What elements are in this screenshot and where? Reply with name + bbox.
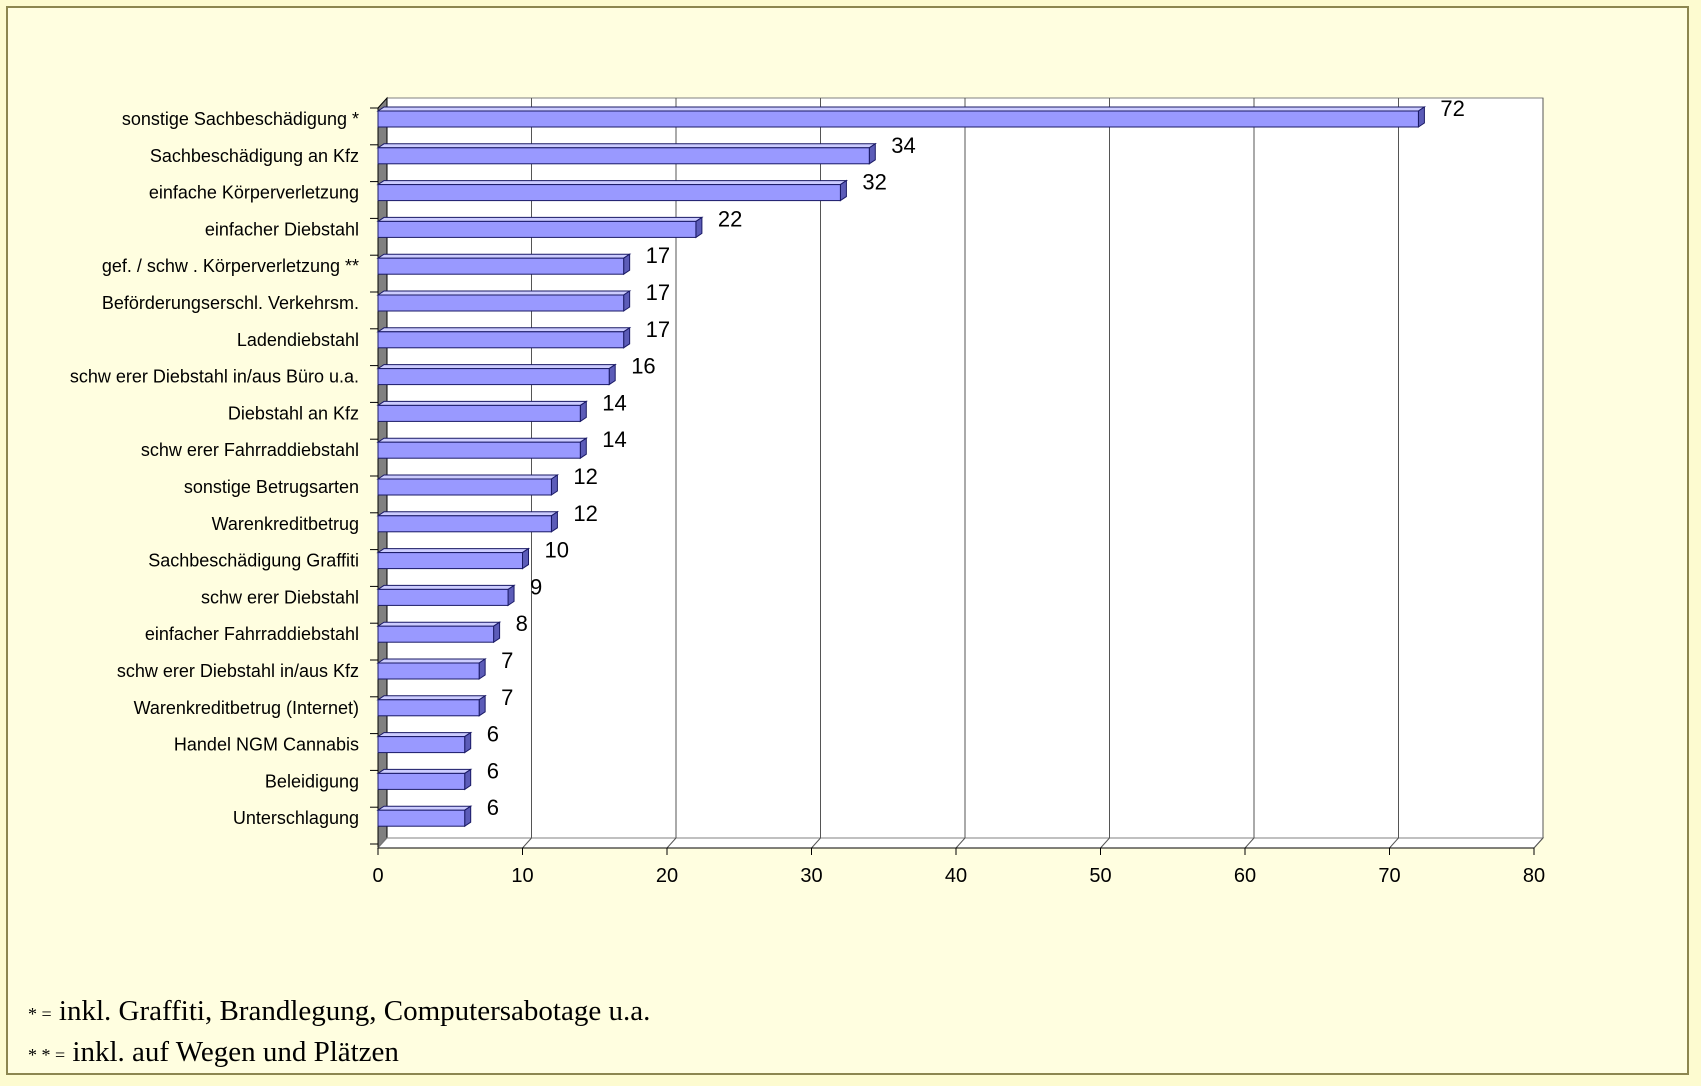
x-tick-label: 10 [511, 865, 533, 887]
bar-value-label: 12 [573, 464, 597, 489]
category-label: schw erer Diebstahl in/aus Büro u.a. [70, 367, 359, 387]
floor-gridline [522, 837, 532, 849]
footnote-2-mark: * * = [28, 1045, 66, 1065]
bar-value-label: 7 [501, 648, 513, 673]
bar [376, 547, 531, 570]
bar [376, 290, 632, 312]
bar-value-label: 7 [501, 685, 513, 710]
bar-value-label: 22 [718, 206, 742, 231]
x-tick-label: 70 [1378, 865, 1400, 887]
bar [376, 474, 560, 496]
x-tick-label: 20 [656, 865, 678, 887]
bar-value-label: 17 [646, 243, 670, 268]
floor-gridline [955, 837, 966, 849]
bar-value-label: 14 [602, 390, 626, 415]
bar-value-label: 14 [602, 427, 626, 452]
bar [376, 768, 473, 791]
x-tick-label: 30 [800, 865, 822, 887]
footnote-2: * * = inkl. auf Wegen und Plätzen [28, 1033, 650, 1074]
bar-value-label: 9 [530, 574, 542, 599]
category-label: Sachbeschädigung Graffiti [148, 551, 359, 571]
category-label: schw erer Fahrraddiebstahl [141, 440, 359, 460]
category-label: sonstige Betrugsarten [184, 477, 359, 497]
category-label: Sachbeschädigung an Kfz [150, 146, 359, 166]
x-tick-label: 80 [1523, 865, 1545, 887]
bar-value-label: 34 [891, 133, 915, 158]
bar [376, 510, 560, 533]
x-tick-label: 60 [1234, 865, 1256, 887]
category-label: Unterschlagung [233, 808, 359, 828]
bar [376, 805, 473, 828]
bar-value-label: 12 [573, 501, 597, 526]
floor-gridline [1100, 837, 1110, 849]
bar-value-label: 6 [487, 795, 499, 820]
category-label: sonstige Sachbeschädigung * [122, 109, 359, 129]
category-label: einfacher Fahrraddiebstahl [145, 624, 359, 644]
category-label: Beleidigung [265, 771, 359, 791]
bar [376, 400, 588, 423]
bar [376, 142, 877, 165]
labels: 0 10 20 30 40 50 60 70 80 72 sonstige Sachbeschädi… [70, 96, 1545, 887]
bar-value-label: 6 [487, 722, 499, 747]
category-label: Beförderungserschl. Verkehrsm. [102, 293, 359, 313]
floor-gridline [1244, 837, 1255, 849]
footnote-1-text: inkl. Graffiti, Brandlegung, Computersab… [58, 995, 651, 1027]
bar [376, 731, 473, 754]
floor-gridline [666, 837, 677, 849]
bar [376, 694, 487, 717]
floor-gridline [811, 837, 821, 849]
bar [376, 216, 704, 239]
category-label: einfache Körperverletzung [149, 183, 359, 203]
bar [376, 253, 632, 276]
bar [376, 106, 1427, 128]
bar-value-label: 17 [646, 280, 670, 305]
category-label: Ladendiebstahl [237, 330, 359, 350]
x-tick-label: 0 [372, 865, 383, 887]
category-label: Handel NGM Cannabis [174, 735, 359, 755]
bars [376, 106, 1427, 828]
bar [376, 326, 632, 349]
category-label: schw erer Diebstahl [201, 587, 359, 607]
x-tick-label: 40 [945, 865, 967, 887]
footnote-1: * = inkl. Graffiti, Brandlegung, Compute… [28, 992, 650, 1033]
category-label: Warenkreditbetrug [212, 514, 359, 534]
axes [370, 107, 1535, 855]
bar [376, 437, 588, 460]
category-label: einfacher Diebstahl [205, 219, 359, 239]
bar-value-label: 72 [1440, 96, 1464, 121]
bar-value-label: 17 [646, 317, 670, 342]
category-label: gef. / schw . Körperverletzung ** [102, 256, 359, 276]
bar [376, 621, 502, 644]
bar [376, 363, 617, 386]
bar-value-label: 16 [631, 354, 655, 379]
category-label: Diebstahl an Kfz [228, 403, 359, 423]
category-label: schw erer Diebstahl in/aus Kfz [117, 661, 359, 681]
bar-value-label: 8 [516, 611, 528, 636]
gridlines [376, 96, 1545, 850]
floor-gridline [1389, 837, 1399, 849]
bar-value-label: 10 [545, 538, 569, 563]
footnotes: * = inkl. Graffiti, Brandlegung, Compute… [28, 992, 650, 1074]
bar [376, 179, 849, 202]
floor-gridline [1533, 837, 1544, 849]
x-tick-label: 50 [1089, 865, 1111, 887]
bar [376, 584, 516, 607]
footnote-1-mark: * = [28, 1004, 52, 1024]
footnote-2-text: inkl. auf Wegen und Plätzen [72, 1036, 399, 1068]
bar-value-label: 6 [487, 758, 499, 783]
bar-value-label: 32 [862, 170, 886, 195]
bar [376, 658, 487, 680]
category-label: Warenkreditbetrug (Internet) [134, 698, 359, 718]
